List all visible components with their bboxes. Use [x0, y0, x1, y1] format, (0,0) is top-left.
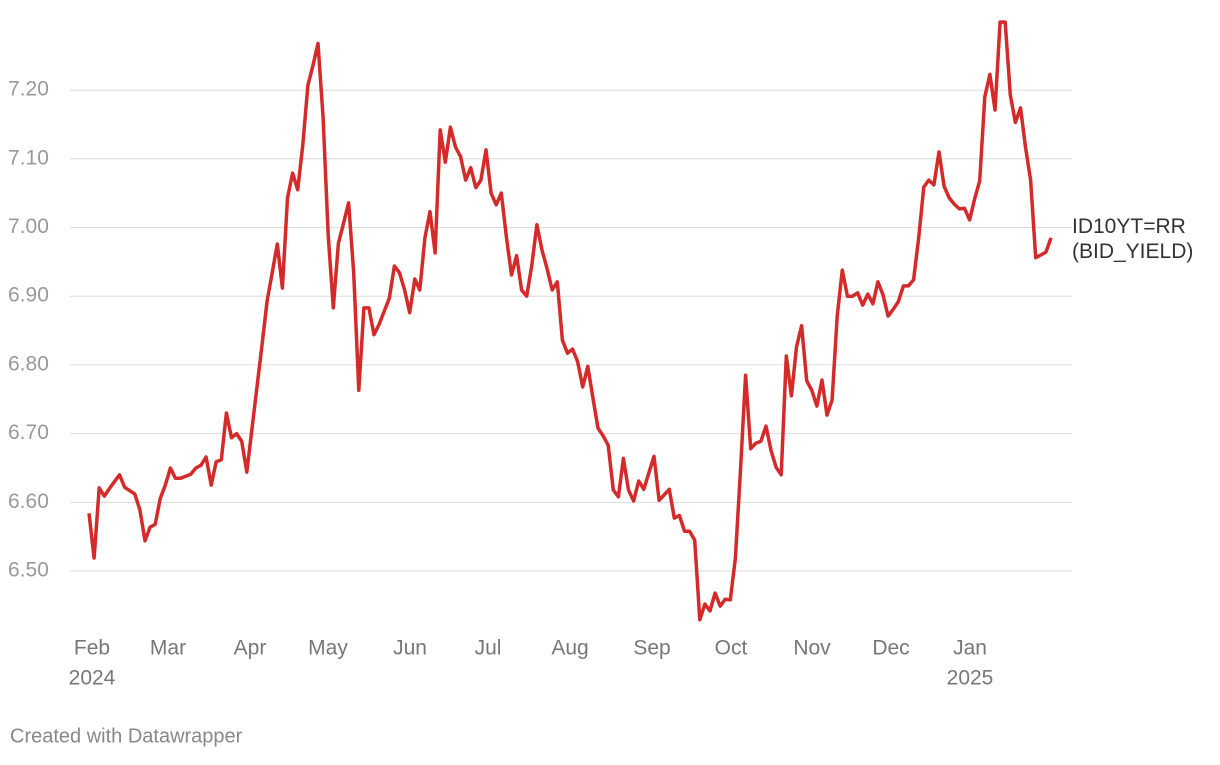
x-tick-label: May — [308, 637, 348, 660]
x-tick-label: Jan — [953, 637, 987, 660]
x-tick-label: 2024 — [69, 667, 116, 690]
y-tick-label: 6.80 — [8, 352, 49, 375]
x-tick-label: Aug — [551, 637, 588, 660]
y-tick-label: 6.90 — [8, 284, 49, 307]
x-tick-label: Feb — [74, 637, 110, 660]
x-tick-label: Jul — [475, 637, 502, 660]
x-tick-label: Oct — [715, 637, 748, 660]
x-tick-label: Sep — [633, 637, 670, 660]
credit: Created with Datawrapper — [10, 725, 243, 747]
x-tick-label: Jun — [393, 637, 427, 660]
x-tick-label: Dec — [872, 637, 909, 660]
y-tick-label: 7.10 — [8, 146, 49, 169]
data-line — [87, 20, 1053, 622]
x-tick-label: Nov — [793, 637, 831, 660]
x-tick-label: Mar — [150, 637, 186, 660]
y-tick-label: 6.50 — [8, 559, 49, 582]
y-tick-label: 7.20 — [8, 78, 49, 101]
x-tick-label: 2025 — [947, 667, 994, 690]
x-tick-label: Apr — [234, 637, 267, 660]
y-tick-label: 6.60 — [8, 490, 49, 513]
y-tick-label: 7.00 — [8, 215, 49, 238]
y-tick-label: 6.70 — [8, 421, 49, 444]
series-label: ID10YT=RR (BID_YIELD) — [1072, 214, 1193, 262]
